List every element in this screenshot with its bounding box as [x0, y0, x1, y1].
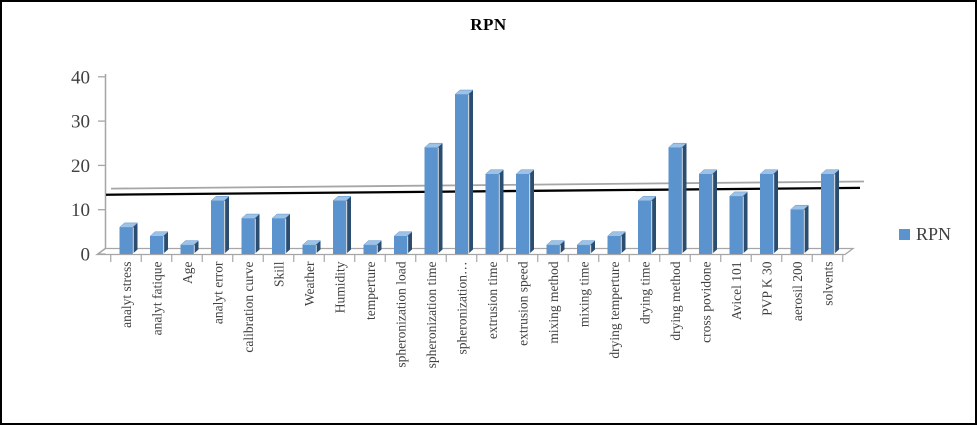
bar-side [193, 240, 199, 254]
bar-side [620, 231, 626, 254]
category-label: Avicel 101 [729, 262, 744, 321]
category-label: calibration curve [241, 262, 256, 353]
y-tick-label: 40 [71, 67, 90, 88]
bar [180, 245, 194, 254]
category-label: aerosil 200 [790, 261, 805, 321]
bar-side [803, 205, 809, 254]
category-label: Humidity [332, 261, 347, 313]
category-label: analyt fatique [149, 261, 164, 335]
bar-side [346, 196, 351, 254]
bar [577, 245, 590, 254]
category-label: drying time [637, 262, 652, 325]
bar-side [132, 222, 138, 254]
bar [729, 196, 743, 254]
bar [546, 245, 560, 254]
y-tick-label: 10 [71, 200, 90, 221]
bar [272, 218, 285, 254]
bar [394, 236, 407, 254]
bar-side [285, 214, 290, 254]
category-label: Weather [302, 261, 317, 306]
bar-side [376, 240, 382, 254]
bar [516, 174, 529, 254]
category-label: temperture [363, 262, 378, 320]
y-tick-label: 20 [71, 156, 90, 177]
bar [333, 200, 346, 254]
category-label: cross povidone [698, 262, 713, 343]
category-label: analyt stress [119, 262, 134, 328]
bar-side [559, 240, 565, 254]
category-label: extrusion speed [515, 261, 530, 346]
bar [821, 174, 834, 254]
y-tick-label: 0 [81, 245, 91, 266]
bar-side [590, 240, 595, 254]
category-label: spheronization load [393, 261, 408, 367]
legend: RPN [899, 224, 951, 245]
threshold-line [105, 186, 861, 196]
category-label: PVP K 30 [759, 261, 774, 316]
bar [150, 236, 163, 254]
bar [455, 94, 468, 255]
bar [119, 227, 133, 254]
legend-label: RPN [916, 224, 952, 244]
bar-side [407, 231, 412, 254]
bar [424, 147, 438, 254]
bar [668, 147, 682, 254]
bar [363, 245, 377, 254]
category-label: analyt error [210, 261, 225, 324]
bar [241, 218, 255, 254]
category-label: mixing time [576, 261, 591, 327]
bar-side [468, 90, 473, 255]
bar [638, 200, 651, 254]
bar [211, 200, 224, 254]
category-label: spheronization time [424, 262, 439, 369]
category-label: drying temperture [607, 261, 622, 358]
bar-side [651, 196, 656, 254]
bar [760, 174, 773, 254]
bar-side [498, 169, 504, 254]
bar-side [773, 169, 778, 254]
bar-side [224, 196, 229, 254]
category-label: extrusion time [485, 262, 500, 340]
bar [607, 236, 621, 254]
bar-side [437, 143, 443, 254]
legend-swatch-icon [899, 229, 910, 240]
bar-side [742, 191, 748, 254]
bar-side [712, 169, 717, 254]
bar-side [254, 214, 260, 254]
category-label: solvents [820, 262, 835, 306]
category-label: Age [180, 262, 195, 285]
category-label: drying method [668, 261, 683, 340]
bar [302, 245, 316, 254]
category-label: mixing method [546, 261, 561, 343]
chart-title: RPN [470, 15, 507, 34]
bar-side [834, 169, 839, 254]
y-tick-label: 30 [71, 112, 90, 133]
bar-side [315, 240, 321, 254]
category-label: Skill [271, 261, 286, 287]
bar [699, 174, 712, 254]
bar [485, 174, 499, 254]
bar-side [529, 169, 534, 254]
bar-side [163, 231, 168, 254]
category-label: spheronization… [454, 262, 469, 355]
bar [790, 209, 804, 254]
bar-side [681, 143, 687, 254]
